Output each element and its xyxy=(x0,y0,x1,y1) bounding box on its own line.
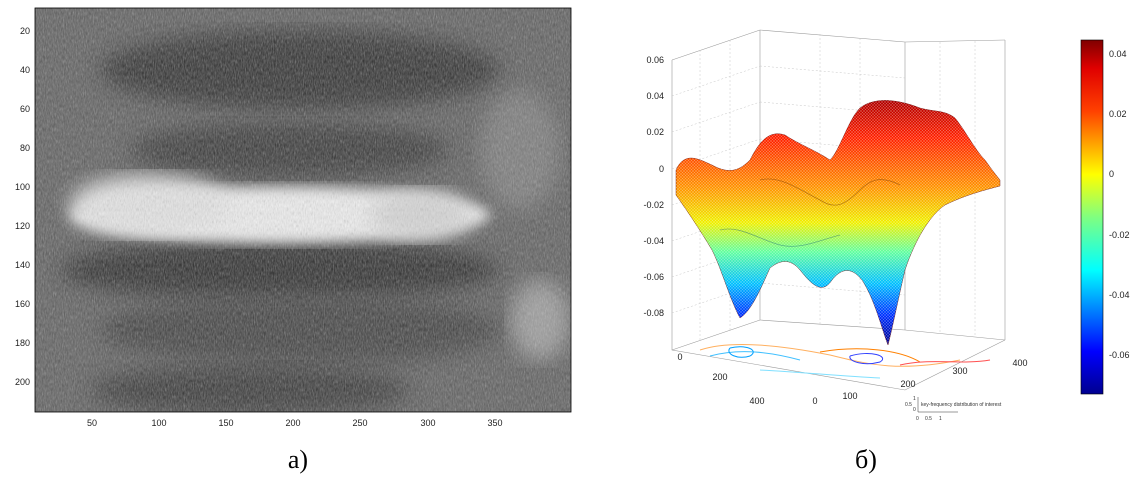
panel-b-z-axis: 0.06 0.04 0.02 0 -0.02 -0.04 -0.06 -0.08 xyxy=(643,55,664,318)
z-tick: 0 xyxy=(659,164,664,174)
x-tick: 200 xyxy=(900,379,915,389)
inset-tick: 0.5 xyxy=(905,402,912,408)
colorbar-tick: 0 xyxy=(1109,169,1114,179)
panel-a: 20 40 60 80 100 120 140 160 180 200 50 1… xyxy=(15,7,572,474)
caption-b: б) xyxy=(855,445,877,474)
z-tick: 0.02 xyxy=(646,127,664,137)
y-tick: 40 xyxy=(20,65,30,75)
colorbar-tick: -0.04 xyxy=(1109,290,1130,300)
x-tick: 400 xyxy=(1012,358,1027,368)
colorbar: 0.04 0.02 0 -0.02 -0.04 -0.06 xyxy=(1080,39,1130,395)
z-tick: 0.04 xyxy=(646,91,664,101)
inset-tick: 0.5 xyxy=(925,416,932,422)
panel-b-x-axis: 0 100 300 200 400 xyxy=(812,358,1027,406)
caption-a: а) xyxy=(288,445,308,474)
panel-a-x-axis: 50 100 150 200 250 300 350 xyxy=(87,418,503,428)
x-tick: 200 xyxy=(285,418,300,428)
y-tick: 0 xyxy=(677,352,682,362)
panel-b: 0.06 0.04 0.02 0 -0.02 -0.04 -0.06 -0.08… xyxy=(643,29,1130,474)
x-tick: 250 xyxy=(352,418,367,428)
inset-tick: 1 xyxy=(913,396,916,402)
z-tick: -0.08 xyxy=(643,308,664,318)
z-tick: -0.06 xyxy=(643,272,664,282)
floor-contours xyxy=(699,344,991,379)
y-tick: 120 xyxy=(15,221,30,231)
y-tick: 140 xyxy=(15,260,30,270)
x-tick: 350 xyxy=(487,418,502,428)
z-tick: -0.02 xyxy=(643,200,664,210)
x-tick: 0 xyxy=(812,396,817,406)
inset-legend: 1 0.5 0 key-frequency distribution of in… xyxy=(905,396,1002,422)
inset-label: key-frequency distribution of interest xyxy=(921,402,1002,408)
grayscale-image xyxy=(35,8,571,412)
z-tick: -0.04 xyxy=(643,236,664,246)
x-tick: 50 xyxy=(87,418,97,428)
colorbar-tick: -0.06 xyxy=(1109,350,1130,360)
y-tick: 20 xyxy=(20,26,30,36)
z-tick: 0.06 xyxy=(646,55,664,65)
inset-tick: 0 xyxy=(913,407,916,413)
colorbar-tick: 0.04 xyxy=(1109,49,1127,59)
x-tick: 100 xyxy=(151,418,166,428)
y-tick: 400 xyxy=(749,396,764,406)
y-tick: 180 xyxy=(15,338,30,348)
inset-tick: 0 xyxy=(916,416,919,422)
y-tick: 60 xyxy=(20,104,30,114)
colorbar-tick: 0.02 xyxy=(1109,109,1127,119)
y-tick: 200 xyxy=(15,377,30,387)
colorbar-tick: -0.02 xyxy=(1109,230,1130,240)
image-frame xyxy=(34,7,572,413)
x-tick: 300 xyxy=(952,366,967,376)
x-tick: 300 xyxy=(420,418,435,428)
y-tick: 160 xyxy=(15,299,30,309)
y-tick: 100 xyxy=(15,182,30,192)
y-tick: 200 xyxy=(712,372,727,382)
x-tick: 100 xyxy=(842,391,857,401)
x-tick: 150 xyxy=(218,418,233,428)
panel-b-y-axis: 0 200 400 xyxy=(677,352,764,406)
inset-tick: 1 xyxy=(939,416,942,422)
panel-a-y-axis: 20 40 60 80 100 120 140 160 180 200 xyxy=(15,26,30,387)
surface-plot xyxy=(675,100,1001,346)
y-tick: 80 xyxy=(20,143,30,153)
